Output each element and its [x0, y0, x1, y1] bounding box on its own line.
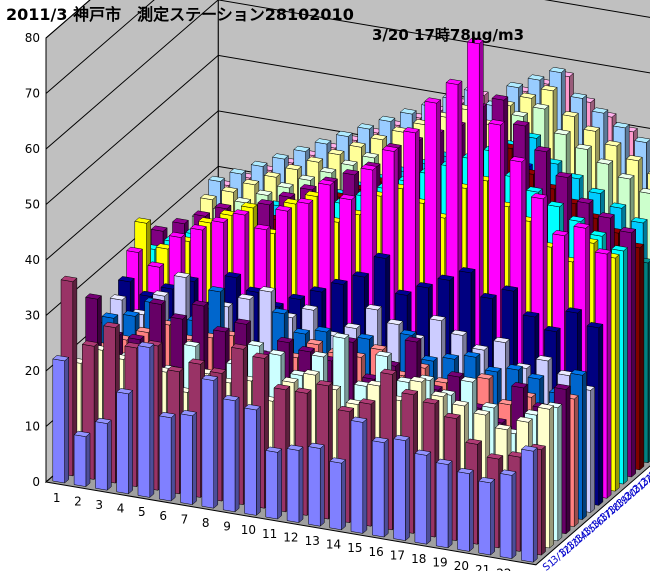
bar: [329, 457, 347, 531]
bar: [307, 442, 325, 527]
depth-tick-label: 3/23: [640, 466, 650, 489]
x-tick-label: 6: [159, 509, 167, 523]
x-tick-label: 20: [454, 559, 469, 571]
bar: [94, 417, 112, 491]
bar: [158, 411, 176, 502]
x-tick-label: 13: [305, 534, 320, 548]
y-tick-label: 20: [25, 364, 40, 378]
bar: [201, 374, 219, 509]
bar: [499, 469, 517, 560]
x-tick-label: 17: [390, 548, 405, 562]
y-tick-label: 30: [25, 309, 40, 323]
bar: [478, 477, 496, 556]
x-tick-label: 14: [326, 538, 341, 552]
bar: [456, 467, 474, 552]
bar: [520, 445, 538, 563]
chart-title: 2011/3 神戸市 測定ステーション28102010: [6, 5, 354, 24]
bar: [243, 404, 261, 516]
depth-tick-label: S1: [541, 557, 558, 571]
x-tick-label: 4: [117, 502, 125, 516]
bar: [137, 341, 155, 498]
y-tick-label: 10: [25, 420, 40, 434]
bar: [371, 436, 389, 538]
bar: [73, 430, 91, 488]
bar: [222, 395, 240, 513]
x-tick-label: 1: [53, 491, 61, 505]
bar: [52, 355, 70, 484]
bar: [180, 410, 198, 506]
x-tick-label: 10: [241, 523, 256, 537]
bar: [265, 446, 283, 520]
gridline: [45, 0, 650, 150]
y-tick-label: 60: [25, 142, 40, 156]
x-tick-label: 2: [74, 494, 82, 508]
x-tick-label: 5: [138, 505, 146, 519]
x-tick-label: 11: [262, 527, 277, 541]
bar: [414, 449, 432, 545]
x-tick-label: 8: [202, 516, 210, 530]
gridline: [45, 0, 650, 94]
x-tick-label: 19: [432, 556, 447, 570]
bars: [52, 38, 650, 563]
bar: [116, 388, 134, 495]
x-tick-label: 9: [223, 520, 231, 534]
bar: [350, 416, 368, 534]
y-tick-label: 80: [25, 31, 40, 45]
y-tick-label: 50: [25, 198, 40, 212]
x-tick-label: 18: [411, 552, 426, 566]
bar: [286, 444, 304, 524]
x-tick-label: 7: [181, 512, 189, 526]
x-tick-label: 21: [475, 563, 490, 571]
x-tick-label: 15: [347, 541, 362, 555]
x-tick-label: 16: [369, 545, 384, 559]
x-tick-label: 22: [496, 566, 511, 571]
bar: [393, 434, 411, 542]
x-tick-label: 12: [283, 530, 298, 544]
peak-annotation: 3/20 17時78μg/m3: [372, 26, 524, 44]
bar: [435, 458, 453, 549]
y-tick-label: 0: [32, 475, 40, 489]
y-tick-label: 40: [25, 253, 40, 267]
y-tick-label: 70: [25, 87, 40, 101]
x-tick-label: 3: [95, 498, 103, 512]
